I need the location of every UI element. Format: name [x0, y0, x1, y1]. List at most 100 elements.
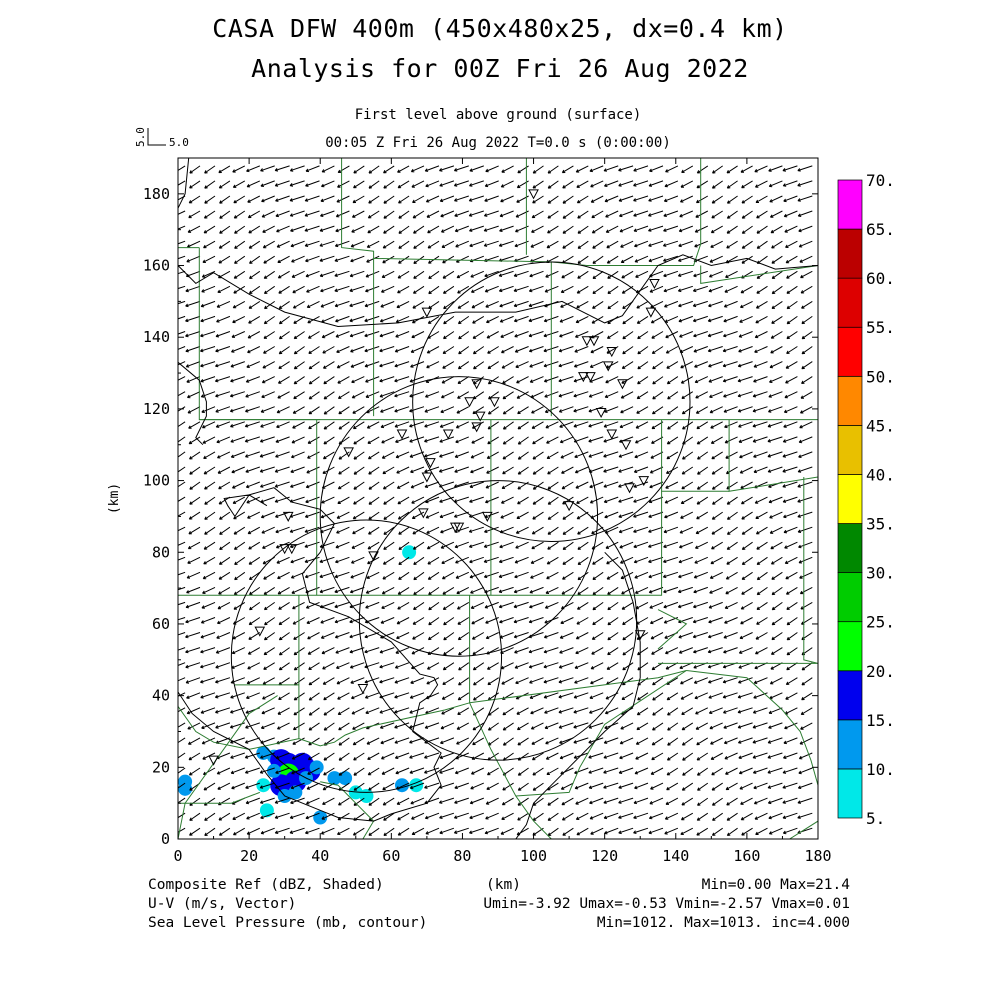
wind-vector	[755, 315, 768, 324]
wind-vector	[409, 376, 425, 383]
wind-vector	[634, 451, 649, 459]
wind-vector	[633, 481, 649, 488]
wind-vector	[767, 421, 783, 428]
wind-vector	[262, 541, 275, 549]
wind-vector	[178, 451, 186, 458]
wind-vector	[786, 315, 798, 325]
wind-vector	[364, 331, 380, 338]
wind-vector	[767, 767, 783, 774]
wind-vector	[485, 315, 499, 324]
wind-vector	[709, 722, 723, 730]
county-boundary	[657, 609, 688, 650]
wind-vector	[502, 722, 514, 731]
wind-vector	[307, 451, 320, 459]
wind-vector	[769, 511, 783, 519]
wind-vector	[620, 571, 634, 580]
wind-vector	[367, 225, 380, 234]
wind-vector	[412, 195, 425, 203]
wind-vector	[469, 571, 484, 579]
wind-vector	[424, 165, 440, 172]
wind-vector	[425, 195, 440, 203]
wind-vector	[232, 300, 246, 309]
wind-vector	[528, 617, 544, 624]
wind-vector	[245, 391, 260, 398]
wind-vector	[187, 240, 201, 248]
wind-vector	[606, 255, 619, 264]
wind-vector	[722, 692, 738, 699]
wind-vector	[782, 481, 798, 488]
wind-vector	[652, 722, 664, 731]
wind-vector	[710, 421, 723, 429]
wind-vector	[187, 406, 201, 414]
wind-vector	[725, 586, 738, 595]
wind-vector	[740, 165, 753, 173]
pressure-contour	[178, 361, 207, 446]
wind-vector	[248, 225, 261, 234]
wind-vector	[707, 647, 723, 654]
station-marker	[425, 458, 436, 469]
wind-vector	[248, 300, 261, 309]
wind-vector	[323, 722, 335, 731]
wind-vector	[278, 632, 290, 641]
wind-vector	[178, 782, 186, 789]
wind-vector	[574, 662, 589, 669]
radar-range-ring	[319, 376, 599, 657]
wind-vector	[413, 556, 425, 565]
wind-vector	[753, 466, 768, 474]
wind-vector	[546, 451, 559, 459]
wind-vector	[531, 541, 544, 550]
wind-vector	[469, 797, 484, 805]
wind-vector	[291, 451, 305, 459]
wind-vector	[681, 782, 694, 791]
wind-vector	[651, 647, 664, 655]
wind-vector	[547, 812, 559, 821]
wind-vector	[412, 285, 425, 294]
wind-vector	[352, 511, 365, 520]
wind-vector	[498, 586, 514, 594]
wind-vector-field	[178, 165, 813, 836]
wind-vector	[185, 677, 201, 684]
wind-vector	[724, 752, 738, 760]
wind-vector	[260, 827, 275, 835]
wind-vector	[485, 300, 499, 308]
wind-vector	[499, 541, 514, 549]
wind-vector	[305, 270, 320, 278]
wind-vector	[633, 225, 649, 232]
wind-vector	[263, 647, 275, 656]
wind-vector	[189, 481, 201, 490]
wind-vector	[712, 496, 723, 505]
wind-vector	[304, 541, 320, 548]
wind-vector	[185, 662, 201, 669]
wind-vector	[320, 210, 335, 217]
wind-vector	[726, 225, 738, 234]
wind-vector	[693, 601, 708, 609]
wind-vector	[275, 436, 290, 443]
colorbar-swatch	[837, 621, 863, 672]
wind-vector	[771, 315, 783, 324]
wind-vector	[189, 827, 201, 836]
wind-vector	[412, 210, 425, 219]
wind-vector	[263, 255, 275, 264]
wind-vector	[338, 421, 350, 430]
wind-vector	[380, 406, 395, 413]
wind-vector	[260, 421, 275, 428]
wind-vector	[383, 827, 395, 836]
wind-vector	[678, 225, 693, 233]
wind-vector	[589, 361, 604, 368]
wind-vector	[203, 225, 216, 234]
wind-vector	[470, 767, 485, 775]
wind-vector	[725, 782, 738, 791]
wind-vector	[738, 436, 753, 443]
wind-vector	[278, 331, 290, 340]
wind-vector	[800, 270, 813, 279]
wind-vector	[484, 180, 499, 188]
wind-vector	[622, 632, 634, 641]
wind-vector	[618, 195, 634, 202]
wind-vector	[230, 421, 245, 428]
wind-vector	[200, 617, 216, 624]
wind-vector	[633, 526, 649, 533]
wind-vector	[528, 346, 544, 353]
wind-vector	[543, 677, 559, 684]
wind-vector	[532, 767, 544, 776]
wind-vector	[649, 466, 664, 474]
